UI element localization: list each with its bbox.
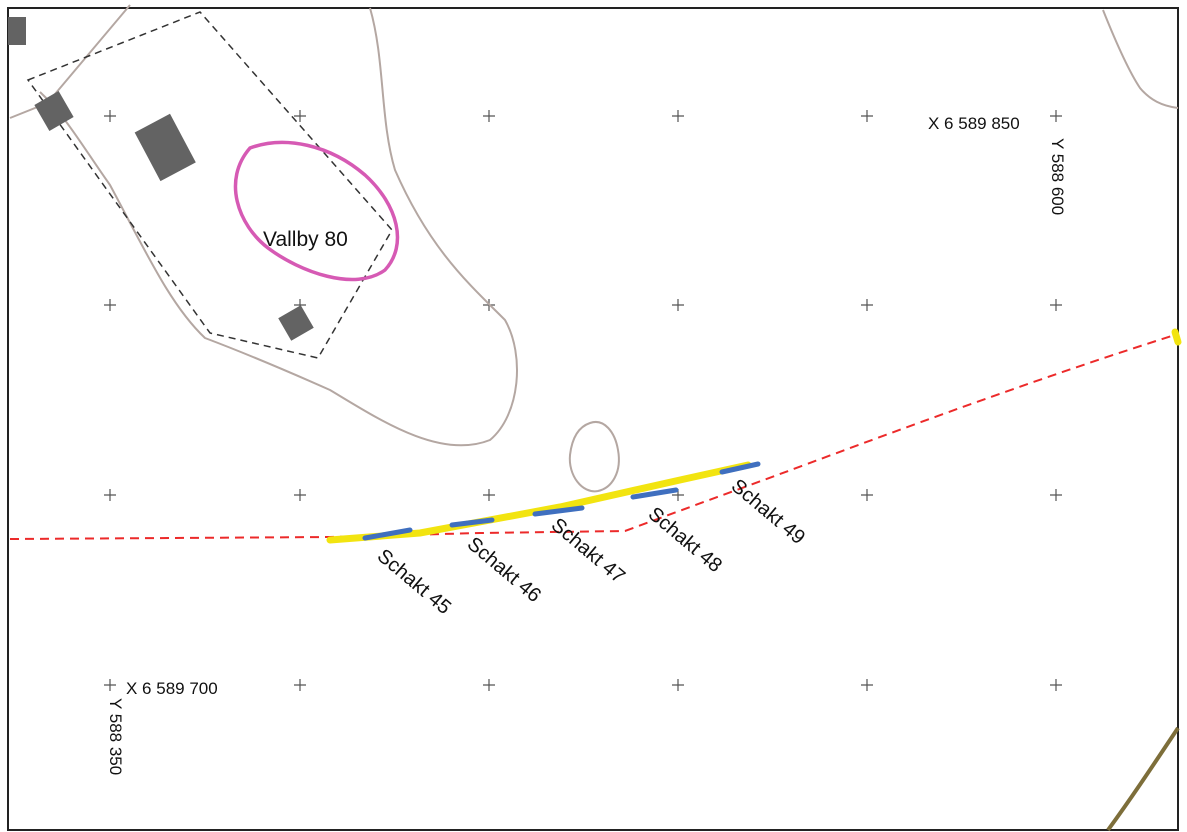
building <box>278 305 314 341</box>
grid-cross <box>672 110 684 122</box>
terrain-contour-corner <box>1102 9 1179 109</box>
grid-cross <box>1050 110 1062 122</box>
coord-y-southwest: Y 588 350 <box>106 698 125 775</box>
olive-boundary-line <box>1106 726 1180 832</box>
trench-segment-46 <box>449 517 495 528</box>
building <box>34 91 74 131</box>
grid-cross <box>672 679 684 691</box>
map-frame <box>7 7 1179 831</box>
road-dashed-line <box>9 333 1179 540</box>
coord-x-southwest: X 6 589 700 <box>126 679 218 698</box>
grid-cross <box>483 489 495 501</box>
site-label: Vallby 80 <box>263 228 348 251</box>
grid-cross <box>672 299 684 311</box>
building <box>134 113 196 182</box>
grid-cross <box>104 110 116 122</box>
coord-y-northeast: Y 588 600 <box>1048 138 1067 215</box>
grid-cross <box>104 299 116 311</box>
trench-segment-45 <box>362 527 413 541</box>
trench-segment-49 <box>719 461 761 475</box>
grid-cross <box>483 110 495 122</box>
trench-segment-48 <box>630 487 679 500</box>
property-boundary <box>26 11 393 359</box>
excavation-area-edge <box>1171 328 1182 346</box>
grid-cross <box>861 489 873 501</box>
grid-cross <box>861 679 873 691</box>
terrain-contour-small <box>568 420 620 493</box>
grid-cross <box>483 679 495 691</box>
site-outline-vallby-80 <box>233 140 400 282</box>
trench-segment-47 <box>532 505 585 517</box>
grid-cross <box>104 489 116 501</box>
coord-x-northeast: X 6 589 850 <box>928 114 1020 133</box>
grid-cross <box>1050 299 1062 311</box>
grid-crosses <box>104 110 1062 691</box>
grid-cross <box>1050 489 1062 501</box>
grid-cross <box>294 679 306 691</box>
grid-cross <box>1050 679 1062 691</box>
grid-cross <box>104 679 116 691</box>
grid-cross <box>861 110 873 122</box>
building <box>8 17 26 45</box>
grid-cross <box>294 489 306 501</box>
grid-cross <box>861 299 873 311</box>
grid-cross <box>294 110 306 122</box>
